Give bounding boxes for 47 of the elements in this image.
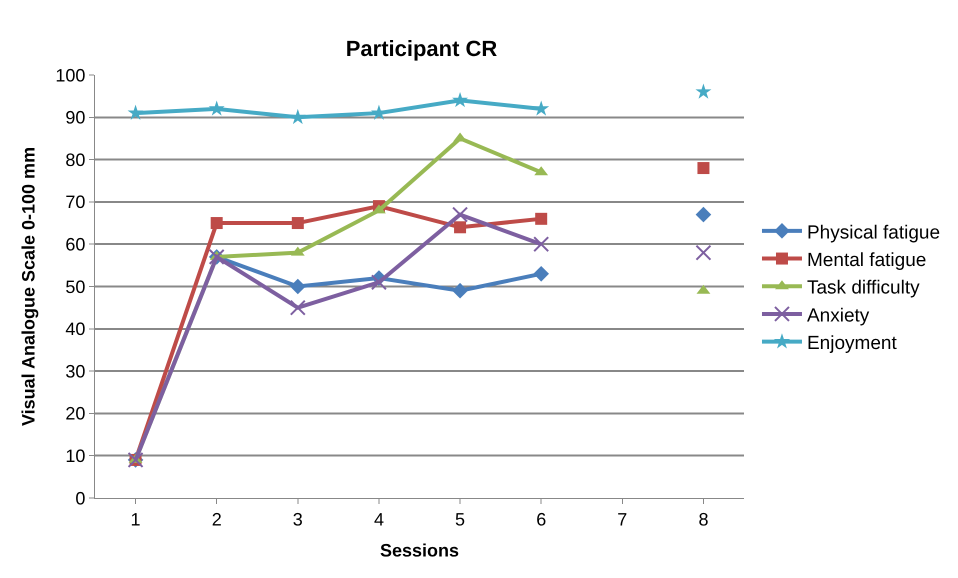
point <box>452 282 468 299</box>
point <box>452 206 468 223</box>
point <box>695 244 712 261</box>
y-tick-label: 10 <box>65 446 86 466</box>
point <box>533 100 550 116</box>
legend-label: Anxiety <box>806 305 870 326</box>
point <box>535 212 548 225</box>
x-axis-title: Sessions <box>380 540 460 561</box>
point <box>454 221 466 234</box>
y-tick-label: 90 <box>65 108 86 128</box>
x-tick-label: 4 <box>374 510 384 530</box>
legend-label: Physical fatigue <box>806 222 940 244</box>
y-tick-label: 30 <box>65 361 86 382</box>
point <box>290 300 306 316</box>
point <box>208 100 225 116</box>
y-tick-label: 40 <box>65 319 86 340</box>
y-tick-label: 100 <box>55 65 86 86</box>
legend-label: Enjoyment <box>806 333 898 354</box>
point <box>290 278 306 294</box>
x-tick-label: 5 <box>455 510 466 530</box>
x-tick-label: 6 <box>536 510 546 530</box>
y-tick-label: 50 <box>65 276 86 297</box>
point <box>292 217 304 230</box>
x-tick-label: 7 <box>617 510 628 530</box>
y-tick-label: 0 <box>75 488 86 508</box>
chart-title: Participant CR <box>346 36 498 61</box>
point <box>695 84 712 99</box>
point <box>452 92 468 108</box>
point <box>128 104 144 120</box>
point <box>533 266 549 282</box>
x-tick-label: 8 <box>698 510 708 530</box>
point <box>697 162 710 174</box>
point <box>210 217 223 230</box>
y-axis-title: Visual Analogue Scale 0-100 mm <box>18 146 39 426</box>
y-tick-label: 70 <box>65 192 86 212</box>
y-tick-label: 60 <box>65 234 86 254</box>
point <box>533 236 550 252</box>
x-tick-label: 2 <box>212 510 222 530</box>
x-tick-label: 3 <box>292 510 303 530</box>
legend-label: Task difficulty <box>806 278 920 299</box>
x-tick-label: 1 <box>130 510 141 530</box>
y-tick-label: 20 <box>65 404 86 424</box>
point <box>290 108 306 124</box>
y-tick-label: 80 <box>65 150 86 170</box>
point <box>370 274 387 290</box>
point <box>696 206 712 222</box>
legend-label: Mental fatigue <box>806 250 926 271</box>
